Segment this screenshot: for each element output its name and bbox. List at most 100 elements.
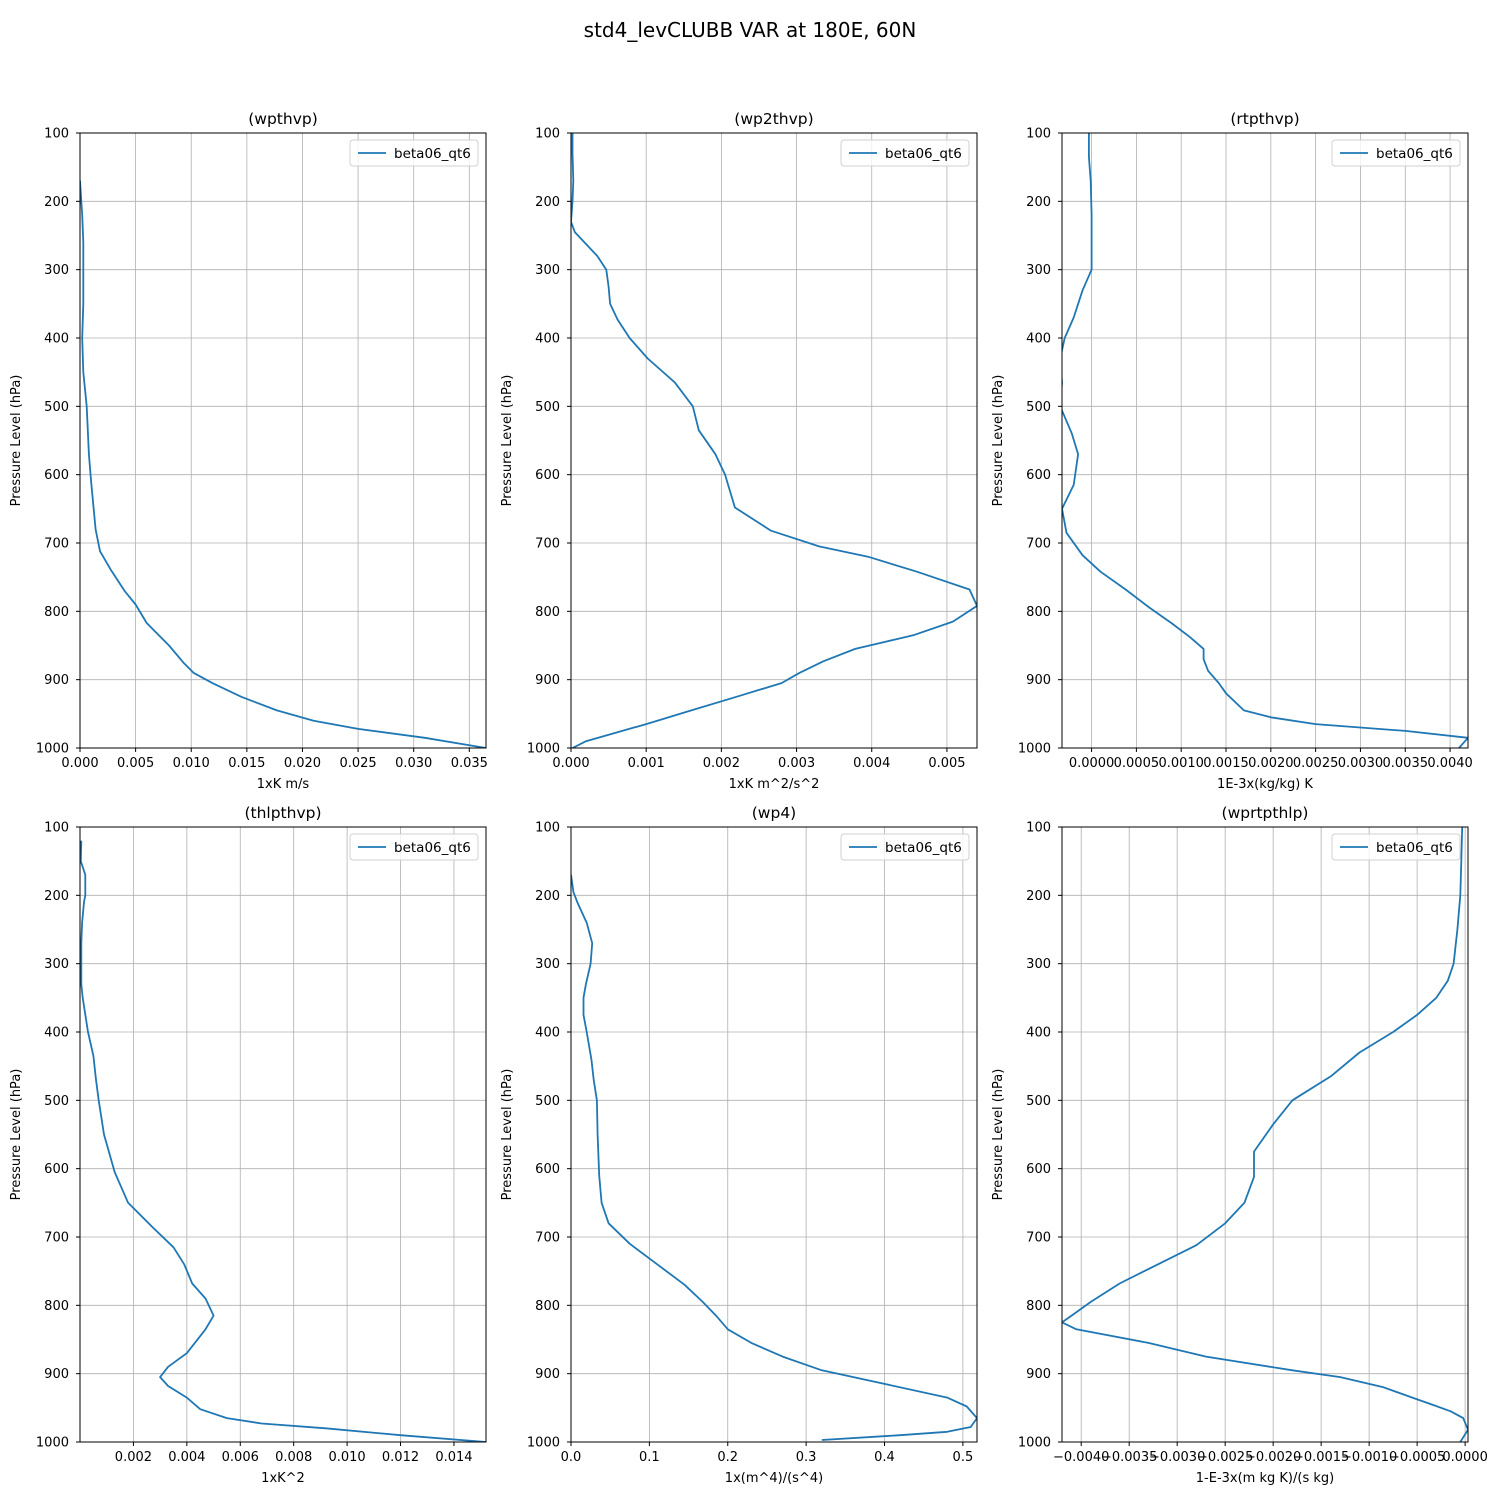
x-tick-label: 0.0005 bbox=[1114, 756, 1160, 771]
y-axis-label: Pressure Level (hPa) bbox=[500, 375, 515, 507]
y-tick-label: 1000 bbox=[36, 1436, 69, 1451]
series-line-1 bbox=[80, 180, 486, 748]
y-tick-label: 900 bbox=[44, 1367, 69, 1382]
y-tick-label: 100 bbox=[44, 821, 69, 836]
plot-frame bbox=[79, 132, 487, 749]
y-tick-label: 900 bbox=[1026, 1367, 1051, 1382]
y-tick-label: 800 bbox=[1026, 605, 1051, 620]
plot-frame bbox=[570, 826, 978, 1443]
x-tick-label: 0.4 bbox=[874, 1450, 895, 1465]
chart-panel-1: 0.000 0.005 0.010 0.015 0.020 0.025 0.030 0.035… bbox=[9, 110, 488, 792]
x-tick-label: 0.010 bbox=[328, 1450, 365, 1465]
y-tick-label: 800 bbox=[1026, 1299, 1051, 1314]
y-tick-label: 100 bbox=[1026, 821, 1051, 836]
x-tick-label: 0.035 bbox=[451, 756, 488, 771]
y-axis-label: Pressure Level (hPa) bbox=[500, 1069, 515, 1201]
panel-title: (wprtpthlp) bbox=[1222, 804, 1309, 822]
x-tick-label: 0.5 bbox=[953, 1450, 974, 1465]
x-tick-label: 0.015 bbox=[228, 756, 265, 771]
series-line-1 bbox=[571, 133, 977, 748]
x-tick-label: −0.0025 bbox=[1197, 1450, 1253, 1465]
y-tick-label: 500 bbox=[535, 400, 560, 415]
series-line-1 bbox=[571, 874, 977, 1441]
x-tick-label: 0.0010 bbox=[1158, 756, 1204, 771]
x-tick-label: −0.0005 bbox=[1389, 1450, 1445, 1465]
x-tick-label: 0.002 bbox=[703, 756, 740, 771]
x-tick-label: 0.014 bbox=[435, 1450, 472, 1465]
x-axis-label: 1xK m/s bbox=[257, 777, 310, 792]
y-tick-label: 600 bbox=[535, 468, 560, 483]
legend-entry: beta06_qt6 bbox=[1376, 146, 1453, 162]
y-tick-label: 100 bbox=[1026, 127, 1051, 142]
x-tick-label: 0.030 bbox=[395, 756, 432, 771]
y-tick-label: 1000 bbox=[1018, 742, 1051, 757]
y-tick-label: 600 bbox=[1026, 468, 1051, 483]
x-tick-label: 0.000 bbox=[552, 756, 589, 771]
y-tick-label: 900 bbox=[535, 673, 560, 688]
legend-box bbox=[840, 833, 970, 861]
legend: beta06_qt6 bbox=[349, 139, 479, 167]
legend-entry: beta06_qt6 bbox=[885, 146, 962, 162]
x-axis-label: 1E-3x(kg/kg) K bbox=[1217, 777, 1313, 792]
y-tick-label: 700 bbox=[535, 537, 560, 552]
y-tick-label: 200 bbox=[535, 195, 560, 210]
y-tick-label: 200 bbox=[44, 889, 69, 904]
y-tick-label: 400 bbox=[44, 332, 69, 347]
legend: beta06_qt6 bbox=[349, 833, 479, 861]
y-tick-label: 600 bbox=[44, 468, 69, 483]
series-line-1 bbox=[1062, 133, 1468, 748]
x-tick-label: 0.0035 bbox=[1383, 756, 1429, 771]
x-tick-label: 0.0 bbox=[561, 1450, 582, 1465]
x-tick-label: 0.0030 bbox=[1338, 756, 1384, 771]
x-tick-label: 0.004 bbox=[853, 756, 890, 771]
y-tick-label: 600 bbox=[535, 1162, 560, 1177]
x-tick-label: 0.3 bbox=[796, 1450, 817, 1465]
panel-title: (wp2thvp) bbox=[734, 110, 813, 128]
y-tick-label: 300 bbox=[535, 263, 560, 278]
y-tick-label: 800 bbox=[535, 605, 560, 620]
legend-box bbox=[349, 833, 479, 861]
y-tick-label: 900 bbox=[44, 673, 69, 688]
x-tick-label: 0.0040 bbox=[1427, 756, 1473, 771]
x-tick-label: −0.0010 bbox=[1341, 1450, 1397, 1465]
y-tick-label: 300 bbox=[535, 957, 560, 972]
y-tick-label: 800 bbox=[44, 605, 69, 620]
panel-title: (rtpthvp) bbox=[1230, 110, 1299, 128]
panel-title: (thlpthvp) bbox=[244, 804, 321, 822]
y-tick-label: 700 bbox=[44, 537, 69, 552]
y-tick-label: 800 bbox=[535, 1299, 560, 1314]
y-tick-label: 700 bbox=[1026, 1231, 1051, 1246]
plot-frame bbox=[1061, 826, 1469, 1443]
x-tick-label: 0.0000 bbox=[1442, 1450, 1488, 1465]
y-tick-label: 100 bbox=[44, 127, 69, 142]
series-line-1 bbox=[80, 840, 486, 1442]
legend-entry: beta06_qt6 bbox=[394, 146, 471, 162]
x-tick-label: 0.020 bbox=[284, 756, 321, 771]
y-tick-label: 400 bbox=[1026, 332, 1051, 347]
y-tick-label: 100 bbox=[535, 821, 560, 836]
x-tick-label: −0.0035 bbox=[1101, 1450, 1157, 1465]
plot-frame bbox=[79, 826, 487, 1443]
x-tick-label: 0.0020 bbox=[1248, 756, 1294, 771]
x-axis-label: 1-E-3x(m kg K)/(s kg) bbox=[1196, 1471, 1334, 1486]
y-tick-label: 600 bbox=[44, 1162, 69, 1177]
y-tick-label: 500 bbox=[1026, 400, 1051, 415]
x-tick-label: −0.0015 bbox=[1293, 1450, 1349, 1465]
y-tick-label: 200 bbox=[1026, 195, 1051, 210]
y-tick-label: 1000 bbox=[527, 742, 560, 757]
y-tick-label: 900 bbox=[535, 1367, 560, 1382]
y-tick-label: 600 bbox=[1026, 1162, 1051, 1177]
y-tick-label: 1000 bbox=[36, 742, 69, 757]
x-tick-label: 0.0000 bbox=[1069, 756, 1115, 771]
x-tick-label: −0.0040 bbox=[1053, 1450, 1109, 1465]
x-tick-label: 0.1 bbox=[639, 1450, 660, 1465]
y-axis-label: Pressure Level (hPa) bbox=[9, 375, 24, 507]
x-tick-label: 0.003 bbox=[778, 756, 815, 771]
y-tick-label: 700 bbox=[535, 1231, 560, 1246]
plot-frame bbox=[1061, 132, 1469, 749]
x-tick-label: 0.025 bbox=[339, 756, 376, 771]
x-axis-label: 1x(m^4)/(s^4) bbox=[725, 1471, 823, 1486]
y-tick-label: 800 bbox=[44, 1299, 69, 1314]
y-tick-label: 500 bbox=[535, 1094, 560, 1109]
